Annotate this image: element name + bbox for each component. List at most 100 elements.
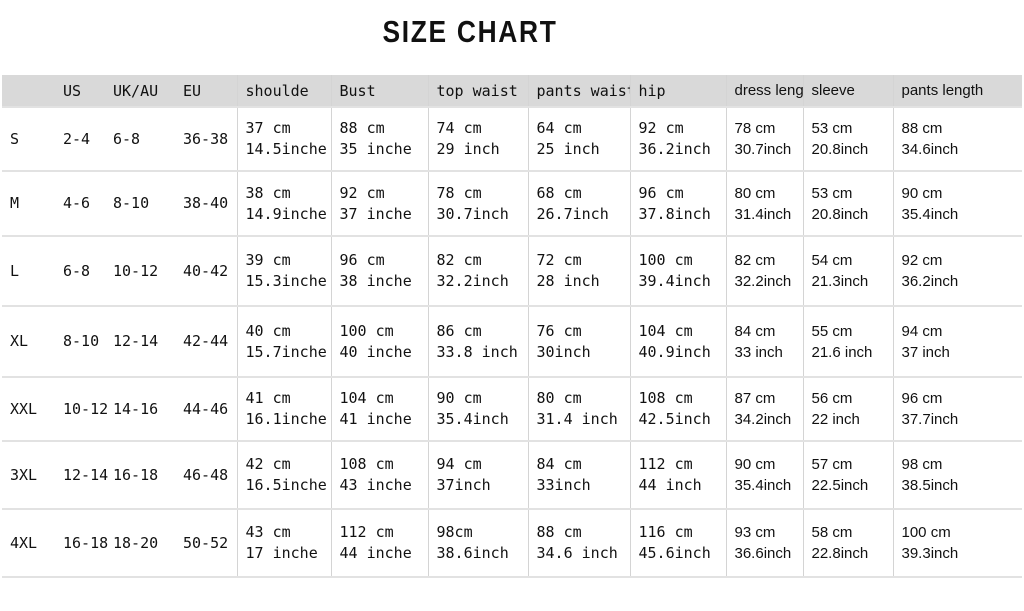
- measurement-cm: 42 cm: [245, 455, 291, 473]
- measurement-cm: 74 cm: [436, 119, 482, 137]
- measurement-cell: 92 cm 37 inche: [330, 170, 428, 236]
- eu-size-cell: 50-52: [175, 508, 237, 578]
- uk-size-cell: 6-8: [105, 106, 175, 171]
- measurement-cm: 38 cm: [245, 183, 291, 202]
- measurement-inch: 40.9inch: [638, 342, 711, 361]
- measurement-cm: 80 cm: [536, 389, 582, 407]
- measurement-inch: 38.5inch: [901, 477, 959, 494]
- measurement-inch: 32.2inch: [436, 272, 509, 290]
- measurement-inch: 42.5inch: [638, 410, 711, 428]
- measurement-cell: 55 cm 21.6 inch: [802, 305, 893, 377]
- measurement-inch: 15.7inche: [245, 342, 327, 361]
- measurement-cm: 88 cm: [901, 120, 943, 137]
- measurement-inch: 37.8inch: [638, 204, 711, 223]
- measurement-cell: 68 cm 26.7inch: [527, 170, 630, 236]
- measurement-cell: 96 cm 38 inche: [330, 235, 428, 306]
- measurement-cm: 100 cm: [901, 524, 951, 541]
- measurement-cell: 84 cm 33 inch: [725, 305, 803, 377]
- measurement-cm: 98cm: [436, 523, 473, 541]
- measurement-cell: 87 cm 34.2inch: [725, 376, 803, 441]
- measurement-cm: 76 cm: [536, 321, 582, 340]
- us-size-cell: 2-4: [55, 106, 105, 171]
- measurement-inch: 37.7inch: [901, 411, 959, 428]
- eu-size-cell: 44-46: [175, 376, 237, 441]
- measurement-inch: 14.5inche: [245, 140, 327, 158]
- measurement-cell: 96 cm 37.8inch: [629, 170, 726, 236]
- uk-size-cell: 12-14: [105, 305, 175, 377]
- measurement-inch: 28 inch: [536, 272, 600, 290]
- measurement-cell: 41 cm 16.1inche: [236, 376, 331, 441]
- eu-size-cell: 36-38: [175, 106, 237, 171]
- measurement-cell: 98cm 38.6inch: [427, 508, 528, 578]
- measurement-inch: 38 inche: [339, 272, 412, 290]
- measurement-cell: 39 cm 15.3inche: [236, 235, 331, 306]
- measurement-cm: 41 cm: [245, 389, 291, 407]
- measurement-inch: 21.6 inch: [811, 343, 873, 361]
- measurement-inch: 35 inche: [339, 140, 412, 158]
- measurement-cell: 37 cm 14.5inche: [236, 106, 331, 171]
- eu-size-cell: 46-48: [175, 440, 237, 509]
- measurement-inch: 44 inch: [638, 476, 702, 494]
- measurement-cell: 88 cm 35 inche: [330, 106, 428, 171]
- us-size-cell: 12-14: [55, 440, 108, 509]
- measurement-cell: 54 cm 21.3inch: [802, 235, 893, 306]
- size-cell: L: [2, 235, 55, 306]
- measurement-cm: 56 cm: [811, 390, 853, 407]
- measurement-cell: 42 cm 16.5inche: [236, 440, 331, 509]
- measurement-cm: 84 cm: [536, 455, 582, 473]
- measurement-cm: 87 cm: [734, 390, 776, 407]
- measurement-cm: 92 cm: [901, 252, 943, 269]
- measurement-cm: 98 cm: [901, 456, 943, 473]
- measurement-cm: 96 cm: [339, 251, 385, 269]
- measurement-cell: 104 cm 41 inche: [330, 376, 428, 441]
- measurement-cell: 104 cm 40.9inch: [629, 305, 726, 377]
- measurement-inch: 43 inche: [339, 476, 412, 494]
- measurement-cm: 88 cm: [536, 523, 582, 541]
- measurement-inch: 17 inche: [245, 544, 318, 562]
- column-header: [2, 75, 55, 107]
- column-header: US: [55, 75, 105, 107]
- measurement-cm: 37 cm: [245, 119, 291, 137]
- measurement-cell: 38 cm 14.9inche: [236, 170, 331, 236]
- measurement-cm: 112 cm: [638, 455, 693, 473]
- eu-size-cell: 40-42: [175, 235, 237, 306]
- measurement-cell: 57 cm 22.5inch: [802, 440, 893, 509]
- measurement-cell: 94 cm 37inch: [427, 440, 528, 509]
- measurement-cell: 88 cm 34.6 inch: [527, 508, 630, 578]
- measurement-cm: 58 cm: [811, 524, 853, 541]
- measurement-cm: 116 cm: [638, 523, 693, 541]
- measurement-cm: 96 cm: [901, 390, 943, 407]
- measurement-inch: 35.4inch: [436, 410, 509, 428]
- measurement-cm: 108 cm: [638, 389, 693, 407]
- table-row: 3XL 12-14 16-18 46-48 42 cm 16.5inche 108 cm 43…: [2, 440, 1022, 509]
- eu-size-cell: 42-44: [175, 305, 237, 377]
- measurement-cm: 88 cm: [339, 119, 385, 137]
- measurement-inch: 21.3inch: [811, 273, 869, 290]
- measurement-inch: 36.2inch: [638, 140, 711, 158]
- column-header: pants length: [892, 75, 1022, 107]
- table-row: L 6-8 10-12 40-42 39 cm 15.3inche 96 cm 38 inch…: [2, 235, 1022, 306]
- measurement-inch: 44 inche: [339, 544, 412, 562]
- measurement-cell: 76 cm 30inch: [527, 305, 630, 377]
- measurement-inch: 37 inch: [901, 343, 950, 361]
- measurement-cell: 74 cm 29 inch: [427, 106, 528, 171]
- measurement-cm: 104 cm: [339, 389, 394, 407]
- measurement-inch: 38.6inch: [436, 544, 509, 562]
- measurement-cell: 112 cm 44 inch: [629, 440, 726, 509]
- measurement-cm: 54 cm: [811, 252, 853, 269]
- measurement-cell: 108 cm 43 inche: [330, 440, 428, 509]
- measurement-cm: 94 cm: [436, 455, 482, 473]
- measurement-cell: 100 cm 40 inche: [330, 305, 428, 377]
- measurement-cell: 90 cm 35.4inch: [725, 440, 803, 509]
- measurement-cell: 56 cm 22 inch: [802, 376, 893, 441]
- measurement-inch: 36.6inch: [734, 545, 792, 562]
- uk-size-cell: 10-12: [105, 235, 175, 306]
- measurement-inch: 45.6inch: [638, 544, 711, 562]
- column-header: hip: [629, 75, 726, 107]
- measurement-inch: 39.3inch: [901, 545, 959, 562]
- measurement-cm: 82 cm: [734, 252, 776, 269]
- table-row: XL 8-10 12-14 42-44 40 cm 15.7inche 100 cm 40 i…: [2, 305, 1022, 377]
- measurement-inch: 32.2inch: [734, 273, 792, 290]
- measurement-cm: 82 cm: [436, 251, 482, 269]
- measurement-cm: 108 cm: [339, 455, 394, 473]
